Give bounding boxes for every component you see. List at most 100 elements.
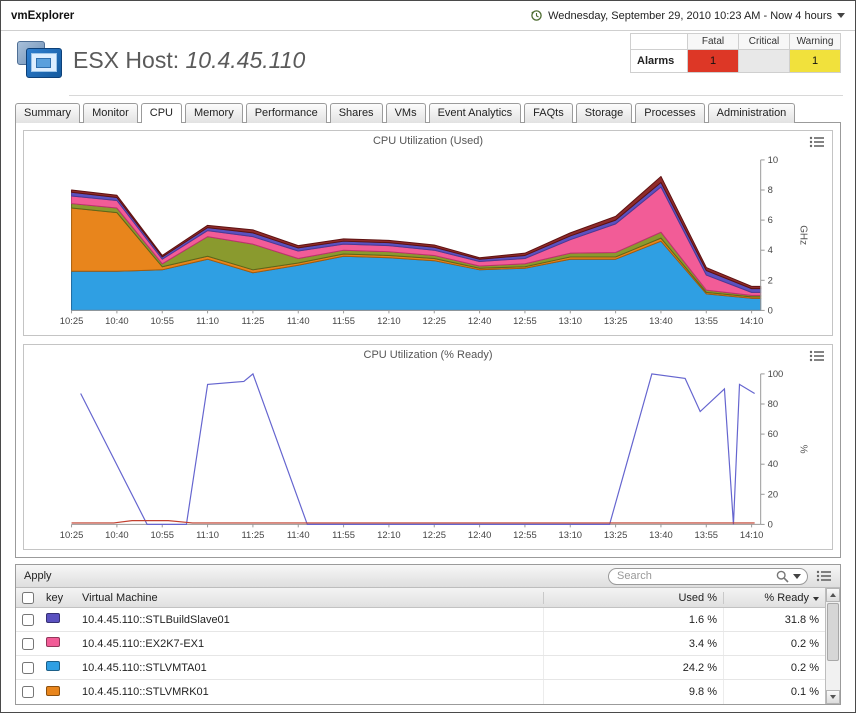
page-title-prefix: ESX Host: [73, 47, 180, 73]
series-color-swatch [46, 613, 60, 624]
tab-summary[interactable]: Summary [15, 103, 81, 123]
vm-name-cell: 10.4.45.110::STLVMTA01 [82, 661, 207, 674]
tab-administration[interactable]: Administration [707, 103, 796, 123]
tab-event-analytics[interactable]: Event Analytics [428, 103, 522, 123]
series-color-swatch [46, 637, 60, 648]
svg-text:13:25: 13:25 [604, 315, 628, 326]
ready-percent-cell: 31.8 % [723, 608, 825, 632]
svg-text:10:55: 10:55 [150, 529, 174, 540]
chart-menu-icon[interactable] [809, 136, 825, 148]
critical-alarm-count[interactable] [739, 50, 789, 72]
row-checkbox-cell [16, 613, 40, 626]
ready-percent-cell: 0.1 % [723, 680, 825, 705]
select-all-checkbox[interactable] [22, 591, 34, 604]
column-header-used-percent[interactable]: Used % [543, 591, 723, 604]
tab-faqts[interactable]: FAQts [524, 103, 573, 123]
search-options-chevron-icon[interactable] [793, 573, 801, 579]
column-header-virtual-machine[interactable]: Virtual Machine [82, 591, 158, 604]
svg-text:10:55: 10:55 [150, 315, 174, 326]
series-color-swatch [46, 685, 60, 696]
svg-text:8: 8 [768, 184, 773, 195]
row-key-cell [40, 685, 76, 699]
svg-text:11:25: 11:25 [241, 529, 264, 540]
fatal-alarm-count[interactable]: 1 [688, 50, 738, 72]
svg-text:12:10: 12:10 [377, 529, 401, 540]
svg-text:0: 0 [768, 519, 773, 530]
scrollbar-track[interactable] [826, 602, 840, 690]
top-bar: vmExplorer Wednesday, September 29, 2010… [1, 1, 855, 31]
svg-text:13:10: 13:10 [559, 315, 583, 326]
vm-table: key Virtual Machine Used % % Ready 10.4.… [16, 588, 840, 705]
cpu-ready-chart: 0 20 40 60 80 100 10:25 10:40 10:55 11:10 11:25 11:… [60, 368, 808, 540]
row-checkbox[interactable] [22, 686, 34, 699]
sort-descending-icon [813, 596, 819, 601]
used-percent-cell: 3.4 % [543, 632, 723, 656]
ready-percent-cell: 0.2 % [723, 656, 825, 680]
tab-shares[interactable]: Shares [329, 103, 383, 123]
svg-text:13:25: 13:25 [604, 529, 628, 540]
page-title-host-ip: 10.4.45.110 [185, 47, 306, 73]
svg-text:60: 60 [768, 428, 778, 439]
grid-menu-icon[interactable] [816, 570, 832, 582]
scrollbar-thumb[interactable] [827, 603, 839, 662]
used-percent-cell: 9.8 % [543, 680, 723, 705]
svg-text:GHz: GHz [797, 225, 808, 245]
svg-text:12:55: 12:55 [513, 529, 537, 540]
table-row[interactable]: 10.4.45.110::EX2K7-EX1 3.4 % 0.2 % [16, 632, 825, 657]
grid-scrollbar[interactable] [825, 588, 840, 705]
svg-text:11:40: 11:40 [287, 529, 310, 540]
grid-toolbar: Apply [16, 565, 840, 589]
svg-text:20: 20 [768, 488, 778, 499]
apply-button[interactable]: Apply [24, 570, 52, 583]
vm-name-cell: 10.4.45.110::STLVMRK01 [82, 686, 209, 699]
svg-text:4: 4 [768, 244, 773, 255]
table-row[interactable]: 10.4.45.110::STLBuildSlave01 1.6 % 31.8 % [16, 608, 825, 633]
svg-text:13:55: 13:55 [695, 529, 719, 540]
row-checkbox[interactable] [22, 613, 34, 626]
cpu-ready-chart-panel: CPU Utilization (% Ready) 0 20 40 60 80 100 10… [23, 344, 833, 551]
scroll-down-button[interactable] [826, 690, 840, 705]
svg-text:11:10: 11:10 [196, 315, 219, 326]
tab-performance[interactable]: Performance [245, 103, 327, 123]
chart-menu-icon[interactable] [809, 350, 825, 362]
cpu-used-chart: 0 2 4 6 8 10 10:25 10:40 10:55 11:10 11:25 11:40 11:… [60, 154, 808, 326]
svg-text:13:55: 13:55 [695, 315, 719, 326]
column-header-key[interactable]: key [46, 591, 64, 604]
alarms-label: Alarms [631, 50, 687, 72]
tab-vms[interactable]: VMs [385, 103, 426, 123]
svg-text:13:40: 13:40 [649, 315, 673, 326]
svg-text:10: 10 [768, 154, 778, 165]
column-header-ready-percent[interactable]: % Ready [723, 591, 825, 604]
svg-text:80: 80 [768, 398, 778, 409]
warning-alarm-count[interactable]: 1 [790, 50, 840, 72]
svg-text:10:25: 10:25 [60, 529, 83, 540]
tab-storage[interactable]: Storage [575, 103, 633, 123]
table-row[interactable]: 10.4.45.110::STLVMRK01 9.8 % 0.1 % [16, 680, 825, 705]
header-divider [69, 95, 843, 96]
row-key-cell [40, 661, 76, 674]
used-percent-cell: 1.6 % [543, 608, 723, 632]
table-row[interactable]: 10.4.45.110::STLVMTA01 24.2 % 0.2 % [16, 656, 825, 681]
triangle-up-icon [830, 593, 836, 598]
tab-cpu[interactable]: CPU [140, 103, 182, 123]
svg-text:0: 0 [768, 304, 773, 315]
row-key-cell [40, 637, 76, 650]
search-input[interactable] [615, 569, 772, 584]
svg-text:11:25: 11:25 [241, 315, 264, 326]
time-range-selector[interactable]: Wednesday, September 29, 2010 10:23 AM -… [530, 9, 845, 22]
svg-text:14:10: 14:10 [740, 529, 764, 540]
cpu-used-chart-title: CPU Utilization (Used) [372, 135, 484, 147]
tab-memory[interactable]: Memory [184, 103, 243, 123]
row-checkbox[interactable] [22, 661, 34, 674]
svg-text:40: 40 [768, 458, 778, 469]
tab-monitor[interactable]: Monitor [83, 103, 138, 123]
ready-percent-cell: 0.2 % [723, 632, 825, 656]
row-checkbox[interactable] [22, 637, 34, 650]
svg-text:12:10: 12:10 [377, 315, 401, 326]
search-icon[interactable] [776, 570, 789, 583]
tab-processes[interactable]: Processes [635, 103, 705, 123]
esx-host-icon [17, 39, 65, 81]
scroll-up-button[interactable] [826, 588, 840, 603]
table-header-row: key Virtual Machine Used % % Ready [16, 588, 825, 609]
row-checkbox-cell [16, 686, 40, 699]
